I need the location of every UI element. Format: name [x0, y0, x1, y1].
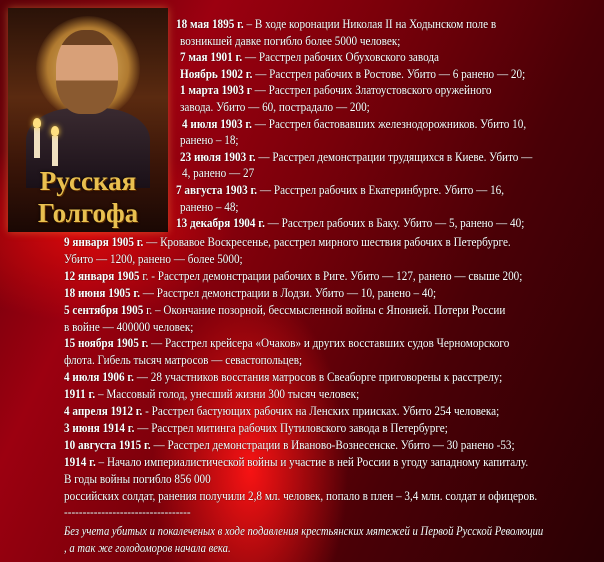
event-text: — Расстрел демонстрации трудящихся в Кие… [255, 148, 533, 164]
chronology-line: 13 декабря 1904 г. — Расстрел рабочих в … [176, 215, 524, 230]
event-text: – В ходе коронации Николая II на Ходынск… [243, 16, 497, 31]
chronology-line: Убито — 1200, ранено — более 5000; [64, 251, 243, 266]
event-text: — Расстрел рабочих в Ростове. Убито — 6 … [252, 65, 526, 81]
chronology-line: 7 мая 1901 г. — Расстрел рабочих Обуховс… [180, 49, 439, 64]
chronology-line: флота. Гибель тысяч матросов — севастопо… [64, 352, 302, 367]
event-text: — Расстрел рабочих в Екатеринбурге. Убит… [257, 182, 505, 197]
candle-icon [51, 126, 59, 166]
icon-title-line1: Русская [39, 166, 137, 196]
event-text: — Расстрел митинга рабочих Путиловского … [134, 419, 448, 435]
date-label: 4 апреля 1912 г. [64, 403, 143, 418]
chronology-line: ранено – 48; [180, 199, 239, 214]
chronology-line: 4 июля 1906 г. — 28 участников восстания… [64, 369, 502, 384]
event-text: – Начало империалистической войны и учас… [95, 453, 529, 469]
chronology-line: 4, ранено — 27 [182, 165, 254, 180]
date-label: 1914 г. [64, 453, 96, 469]
date-label: 1 марта 1903 г [180, 82, 252, 98]
chronology-line: 10 августа 1915 г. — Расстрел демонстрац… [64, 437, 515, 452]
event-text: флота. Гибель тысяч матросов — севастопо… [64, 352, 303, 368]
event-text: В годы войны погибло 856 000 [64, 470, 211, 486]
date-label: 9 января 1905 г. [64, 234, 144, 249]
event-text: Убито — 1200, ранено — более 5000; [64, 250, 243, 266]
event-text: г. - Расстрел демонстрации рабочих в Риг… [139, 267, 523, 283]
event-text: ---------------------------------- [64, 504, 191, 520]
portrait-body [26, 108, 150, 188]
chronology-line: в войне — 400000 человек; [64, 319, 193, 334]
event-text: российских солдат, ранения получили 2,8 … [64, 487, 538, 503]
event-text: завода. Убито — 60, пострадало — 200; [180, 99, 370, 114]
date-label: 18 июня 1905 г. [64, 284, 141, 300]
candle-icon [33, 118, 41, 158]
chronology-line: 4 июля 1903 г. — Расстрел бастовавших же… [182, 116, 526, 131]
event-text: г. – Окончание позорной, бессмысленной в… [143, 301, 506, 317]
date-label: 4 июля 1903 г. [182, 115, 252, 131]
event-text: — Расстрел демонстрации в Иваново-Вознес… [150, 436, 515, 452]
chronology-line: 4 апреля 1912 г. - Расстрел бастующих ра… [64, 403, 499, 418]
portrait-face [56, 30, 118, 114]
chronology-line: 1911 г. – Массовый голод, унесший жизни … [64, 386, 359, 401]
event-text: возникшей давке погибло более 5000 челов… [180, 32, 401, 48]
chronology-line: Ноябрь 1902 г. — Расстрел рабочих в Рост… [180, 66, 525, 81]
chronology-line: российских солдат, ранения получили 2,8 … [64, 488, 537, 503]
chronology-line: 3 июня 1914 г. — Расстрел митинга рабочи… [64, 420, 448, 435]
date-label: 10 августа 1915 г. [64, 436, 151, 452]
chronology-line: 1 марта 1903 г — Расстрел рабочих Златоу… [180, 82, 491, 97]
event-text: — 28 участников восстания матросов в Све… [133, 369, 503, 385]
date-label: 5 сентября 1905 [64, 301, 144, 317]
event-text: ранено – 48; [180, 198, 239, 214]
chronology-line: 23 июля 1903 г. — Расстрел демонстрации … [180, 149, 532, 164]
date-label: 3 июня 1914 г. [64, 419, 135, 435]
russian-golgotha-icon-image: Русская Голгофа [8, 8, 168, 232]
event-text: — Расстрел рабочих Обуховского завода [242, 49, 439, 65]
chronology-line: В годы войны погибло 856 000 [64, 471, 211, 486]
date-label: 1911 г. [64, 386, 96, 402]
event-text: — Расстрел рабочих в Баку. Убито — 5, ра… [264, 215, 525, 231]
chronology-line: 7 августа 1903 г. — Расстрел рабочих в Е… [176, 182, 504, 197]
chronology-line: 5 сентября 1905 г. – Окончание позорной,… [64, 302, 505, 317]
event-text: – Массовый голод, унесший жизни 300 тыся… [95, 386, 360, 402]
chronology-line: 18 мая 1895 г. – В ходе коронации Никола… [176, 16, 496, 31]
chronology-line: 1914 г. – Начало империалистической войн… [64, 454, 528, 469]
chronology-line: ранено – 18; [180, 132, 239, 147]
event-text: 4, ранено — 27 [182, 165, 255, 181]
chronology-line: 12 января 1905 г. - Расстрел демонстраци… [64, 268, 522, 283]
event-text: — Расстрел рабочих Златоустовского оруже… [251, 82, 492, 98]
date-label: 15 ноября 1905 г. [64, 335, 149, 351]
date-label: 13 декабря 1904 г. [176, 215, 265, 231]
date-label: Ноябрь 1902 г. [180, 65, 253, 81]
event-text: в войне — 400000 человек; [64, 318, 194, 334]
chronology-line: 15 ноября 1905 г. — Расстрел крейсера «О… [64, 335, 509, 350]
date-label: 23 июля 1903 г. [180, 148, 256, 164]
chronology-line: возникшей давке погибло более 5000 челов… [180, 33, 400, 48]
event-text: ранено – 18; [180, 132, 239, 148]
event-text: — Расстрел крейсера «Очаков» и других во… [148, 335, 510, 351]
chronology-line: 9 января 1905 г. — Кровавое Воскресенье,… [64, 234, 511, 249]
date-label: 18 мая 1895 г. [176, 16, 244, 31]
event-text: — Расстрел демонстрации в Лодзи. Убито —… [140, 284, 437, 300]
date-label: 12 января 1905 [64, 267, 140, 283]
chronology-line: завода. Убито — 60, пострадало — 200; [180, 99, 370, 114]
chronology-line: ---------------------------------- [64, 504, 191, 519]
footnote-line: Без учета убитых и покалеченых в ходе по… [64, 523, 544, 538]
chronology-line: 18 июня 1905 г. — Расстрел демонстрации … [64, 285, 436, 300]
event-text: — Кровавое Воскресенье, расстрел мирного… [143, 234, 511, 249]
date-label: 4 июля 1906 г. [64, 369, 134, 385]
date-label: 7 мая 1901 г. [180, 49, 243, 65]
event-text: — Расстрел бастовавших железнодорожников… [251, 115, 527, 131]
footnote-line: , а так же голодоморов начала века. [64, 540, 231, 555]
date-label: 7 августа 1903 г. [176, 182, 258, 197]
event-text: - Расстрел бастующих рабочих на Ленских … [142, 403, 500, 418]
icon-title-line2: Голгофа [37, 198, 139, 228]
